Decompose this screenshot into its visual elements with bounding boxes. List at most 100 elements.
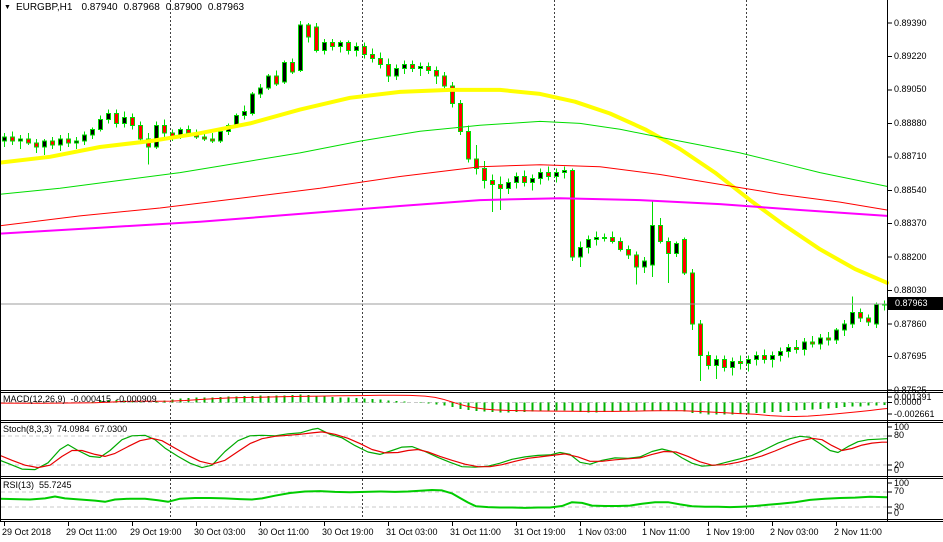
stochastic-indicator-label: Stoch(8,3,3) 74.0984 67.0300: [3, 424, 127, 434]
candle: [698, 323, 703, 357]
candle: [314, 26, 319, 52]
panel-separator: [0, 390, 943, 391]
panel-separator: [0, 420, 943, 421]
candle: [458, 103, 463, 132]
candle: [250, 93, 255, 115]
candle: [450, 85, 455, 105]
candle: [218, 130, 223, 142]
time-axis-label: 31 Oct 11:00: [450, 527, 501, 537]
price-axis-label: 0.88880: [894, 118, 927, 128]
time-axis-label: 30 Oct 11:00: [258, 527, 309, 537]
candle: [258, 87, 263, 95]
candle: [658, 225, 663, 242]
symbol-timeframe-label: EURGBP,H1: [15, 2, 73, 13]
price-axis-label: 0.87860: [894, 319, 927, 329]
time-axis-label: 1 Nov 19:00: [706, 527, 755, 537]
candle: [642, 260, 647, 268]
stoch-axis-label: 0: [894, 465, 900, 475]
rsi-indicator-label: RSI(13) 55.7245: [3, 480, 72, 490]
left-border: [0, 0, 1, 521]
macd-axis-label: 0.001391: [894, 392, 932, 402]
rsi-axis-label: 0: [894, 508, 900, 518]
stoch-axis-label: 80: [894, 430, 905, 440]
candle: [2, 136, 7, 142]
macd-layer: [1, 394, 887, 415]
candle: [842, 323, 847, 331]
ma-green: [0, 120, 888, 195]
candle: [770, 355, 775, 361]
candle: [818, 337, 823, 345]
candle: [18, 138, 23, 142]
candle: [866, 317, 871, 323]
candle: [90, 128, 95, 136]
macd-indicator-label: MACD(12,26,9) -0.000415 -0.000909: [3, 394, 157, 404]
current-price-marker: 0.87963: [888, 297, 943, 310]
candle: [402, 63, 407, 69]
time-axis-label: 29 Oct 2018: [2, 527, 52, 537]
time-axis-label: 31 Oct 03:00: [386, 527, 438, 537]
price-axis-label: 0.87525: [894, 385, 927, 395]
candle: [298, 24, 303, 71]
price-axis-label: 0.87695: [894, 351, 927, 361]
candle: [50, 140, 55, 146]
quote-close: 0.87963: [207, 2, 245, 13]
candle: [682, 238, 687, 274]
stochastic-layer: [0, 427, 888, 471]
candle: [618, 240, 623, 250]
candle: [754, 355, 759, 361]
rsi-axis-label: 70: [894, 486, 905, 496]
panel-separator: [0, 478, 943, 479]
candle: [242, 111, 247, 117]
time-axis-label: 1 Nov 03:00: [578, 527, 627, 537]
quote-high: 0.87968: [123, 2, 160, 13]
price-axis-label: 0.88370: [894, 218, 927, 228]
stoch-main-line: [0, 427, 888, 471]
macd-axis-label: 0.0000: [894, 397, 922, 407]
candle: [578, 246, 583, 258]
stoch-signal-line: [0, 431, 887, 469]
time-axis-label: 31 Oct 19:00: [514, 527, 566, 537]
candle: [490, 179, 495, 185]
time-axis-label: 2 Nov 03:00: [770, 527, 819, 537]
macd-name: MACD(12,26,9): [3, 394, 66, 404]
candle: [138, 124, 143, 140]
rsi-main-value: 55.7245: [39, 480, 72, 490]
candle: [394, 67, 399, 77]
ma-yellow-fast: [0, 87, 889, 285]
candle: [666, 240, 671, 254]
candle: [650, 225, 655, 266]
candles-layer: [2, 21, 887, 382]
candle: [570, 170, 575, 258]
time-axis-label: 1 Nov 11:00: [642, 527, 690, 537]
candle: [202, 136, 207, 140]
candle: [562, 170, 567, 174]
candle: [594, 237, 599, 240]
macd-main-value: -0.000415: [70, 394, 112, 404]
panel-separator: [0, 422, 943, 423]
collapse-chart-icon[interactable]: ▼: [4, 4, 11, 11]
candle: [514, 176, 519, 183]
candle: [786, 347, 791, 353]
quote-low: 0.87900: [165, 2, 202, 13]
candle: [802, 341, 807, 351]
candle: [794, 347, 799, 351]
candle: [546, 172, 551, 178]
candle: [282, 61, 287, 83]
price-axis-label: 0.89220: [894, 51, 927, 61]
day-gridlines: [170, 0, 747, 518]
candle: [306, 24, 311, 38]
candle: [34, 142, 39, 148]
panel-separator: [0, 521, 943, 522]
candle: [674, 242, 679, 254]
candle: [266, 75, 271, 89]
candle: [426, 65, 431, 71]
time-axis-label: 30 Oct 19:00: [322, 527, 374, 537]
quote-open: 0.87940: [81, 2, 118, 13]
candle: [162, 124, 167, 134]
candle: [602, 237, 607, 240]
candle: [554, 172, 559, 178]
candle: [610, 237, 615, 242]
macd-axis-label: -0.002661: [894, 409, 935, 419]
candle: [154, 124, 159, 148]
